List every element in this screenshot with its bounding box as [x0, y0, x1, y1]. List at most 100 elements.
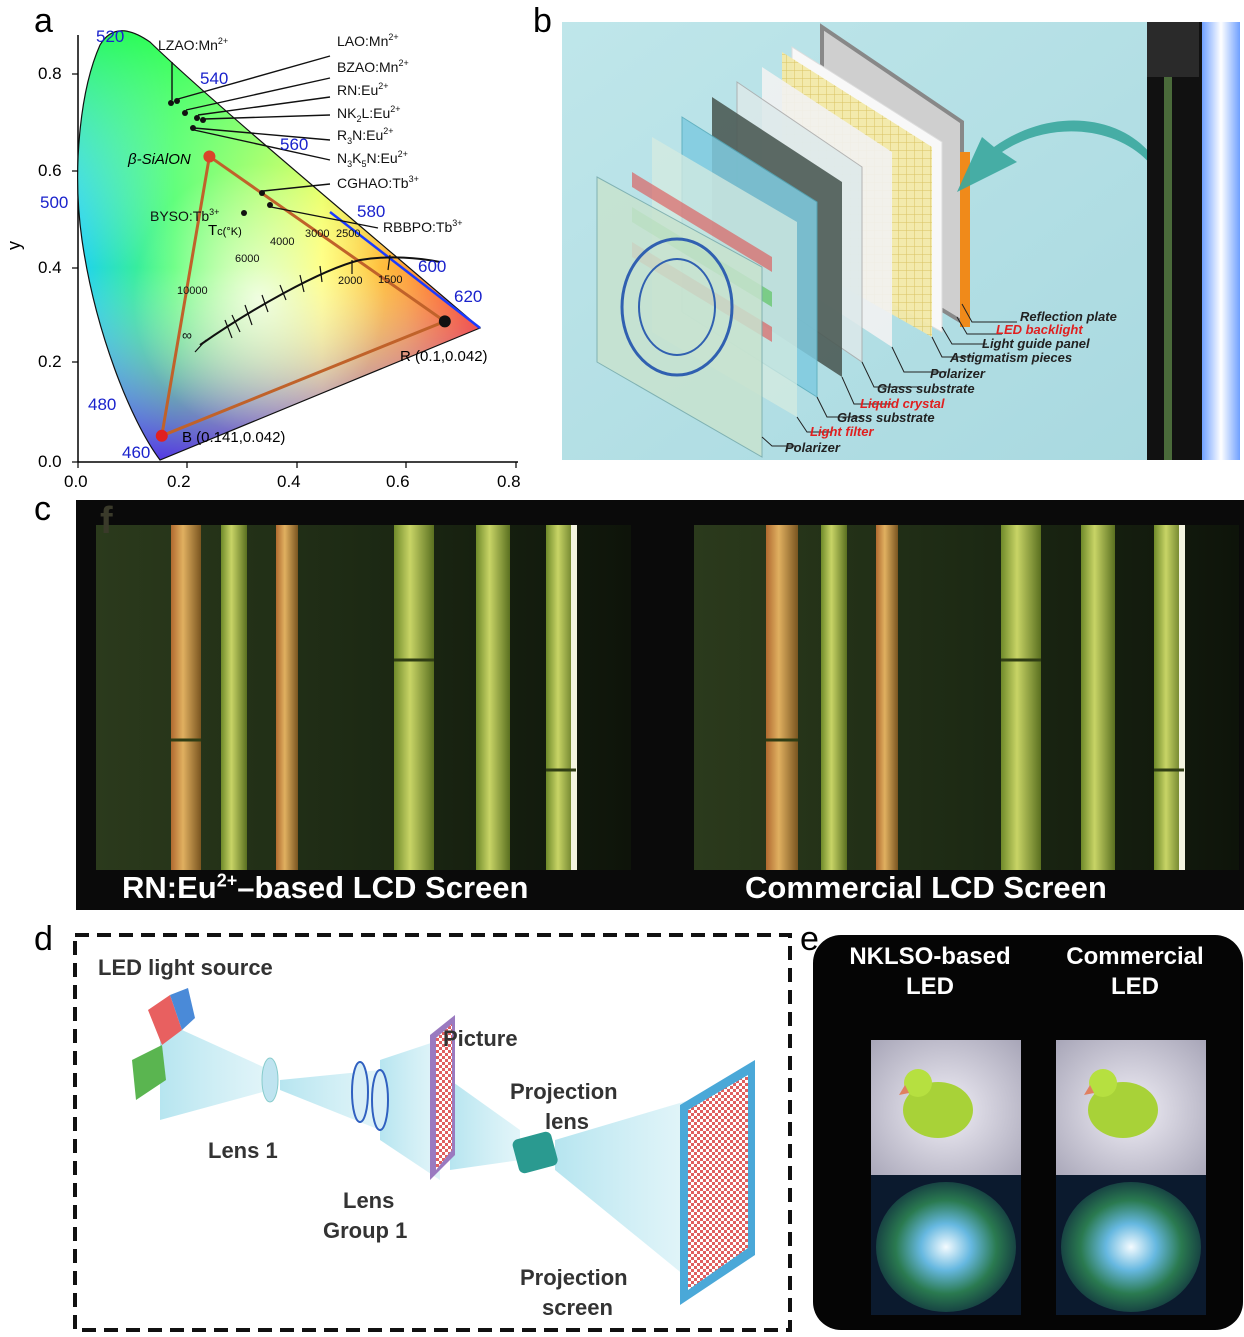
label-glass-substrate-back: Glass substrate — [877, 381, 975, 396]
label-rbbpo: RBBPO:Tb3+ — [383, 218, 463, 235]
bird-photo-left — [871, 1040, 1021, 1180]
layer-labels: Reflection plate LED backlight Light gui… — [785, 309, 1117, 455]
polarizer-front — [596, 176, 763, 458]
cct-4000: 4000 — [270, 236, 294, 248]
cie-chart: 10000 6000 4000 3000 2500 2000 1500 ∞ Tc… — [4, 27, 521, 491]
projection-lens — [512, 1131, 558, 1174]
cct-2500: 2500 — [336, 228, 360, 240]
x-tick-2: 0.4 — [277, 472, 301, 491]
cct-ticks — [194, 254, 391, 353]
cct-3000: 3000 — [305, 228, 329, 240]
label-blue-point: B (0.141,0.042) — [182, 429, 285, 446]
label-projection-screen-2: screen — [542, 1295, 613, 1320]
label-light-filter: Light filter — [810, 424, 874, 439]
e-right-label: Commercial LED — [1066, 943, 1204, 1000]
left-screen-caption: RN:Eu2+–based LCD Screen — [122, 870, 529, 905]
corner-mark: f — [100, 500, 113, 542]
label-glass-substrate-front: Glass substrate — [837, 410, 935, 425]
cct-10000: 10000 — [177, 285, 208, 297]
wavelength-labels: 460 480 500 520 540 560 580 600 620 — [40, 27, 482, 462]
curved-arrow-icon — [957, 120, 1167, 197]
cct-1500: 1500 — [378, 274, 402, 286]
label-reflection-plate: Reflection plate — [1020, 309, 1117, 324]
label-astigmatism: Astigmatism pieces — [949, 350, 1072, 365]
cct-infinity: ∞ — [182, 327, 192, 343]
label-lzao: LZAO:Mn2+ — [158, 36, 228, 53]
label-nk2l: NK2L:Eu2+ — [337, 104, 401, 124]
wl-500: 500 — [40, 193, 68, 212]
panel-letter-b: b — [533, 2, 552, 40]
label-n3k5: N3K5N:Eu2+ — [337, 149, 408, 169]
led-strip-unlit — [1164, 77, 1172, 460]
axis-ticks — [72, 73, 517, 468]
projection-schematic: LED light source Lens 1 Lens Group 1 Pic… — [73, 933, 792, 1332]
label-r3n: R3N:Eu2+ — [337, 126, 394, 146]
earth-photo-right — [1056, 1175, 1206, 1315]
beam-1 — [160, 1020, 270, 1120]
layer-leader-lines — [761, 303, 1017, 447]
wl-540: 540 — [200, 69, 228, 88]
phosphor-labels: LZAO:Mn2+ LAO:Mn2+ BZAO:Mn2+ RN:Eu2+ NK2… — [150, 32, 463, 235]
label-picture: Picture — [443, 1026, 518, 1051]
projection-screen — [688, 1075, 748, 1290]
label-lao: LAO:Mn2+ — [337, 32, 399, 49]
y-tick-2: 0.4 — [38, 258, 62, 277]
panel-letter-d: d — [34, 920, 53, 958]
led-strip-lit — [1202, 22, 1240, 460]
cct-6000: 6000 — [235, 253, 259, 265]
label-cghao: CGHAO:Tb3+ — [337, 174, 419, 191]
beam-5 — [555, 1100, 690, 1280]
planckian-locus — [199, 256, 441, 346]
earth-photo-left — [871, 1175, 1021, 1315]
x-tick-4: 0.8 — [497, 472, 521, 491]
label-lens-group-2: Group 1 — [323, 1218, 407, 1243]
point-red — [438, 315, 451, 328]
label-light-guide-panel: Light guide panel — [982, 336, 1090, 351]
phosphor-arrows — [171, 55, 379, 229]
label-projection-screen-1: Projection — [520, 1265, 628, 1290]
led-red — [148, 995, 182, 1045]
left-lcd-photo — [96, 525, 631, 870]
label-projection-lens-2: lens — [545, 1109, 589, 1134]
right-lcd-photo — [694, 525, 1239, 870]
bamboo-photo-comparison — [76, 500, 1244, 910]
y-tick-labels: 0.0 0.2 0.4 0.6 0.8 — [38, 64, 62, 471]
label-liquid-crystal: Liquid crystal — [860, 396, 945, 411]
label-polarizer-front: Polarizer — [785, 440, 841, 455]
x-tick-1: 0.2 — [167, 472, 191, 491]
label-red-point: R (0.1,0.042) — [400, 348, 488, 365]
lens-group-a — [351, 1061, 369, 1123]
e-left-label: NKLSO-based LED — [849, 943, 1011, 1000]
panel-letter-a: a — [34, 2, 53, 40]
cct-2000: 2000 — [338, 275, 362, 287]
led-blue — [170, 988, 195, 1030]
label-rn: RN:Eu2+ — [337, 81, 389, 98]
point-beta-sialon — [203, 150, 216, 163]
lens-group-b — [371, 1069, 389, 1131]
y-tick-1: 0.2 — [38, 352, 62, 371]
cie-outline — [77, 30, 482, 461]
projection-photos — [871, 1040, 1206, 1315]
y-tick-3: 0.6 — [38, 161, 62, 180]
picture — [436, 1024, 452, 1170]
dashed-frame — [73, 933, 792, 1332]
x-tick-3: 0.6 — [386, 472, 410, 491]
lens-1 — [261, 1057, 279, 1103]
label-polarizer-back: Polarizer — [930, 366, 986, 381]
panel-letter-c: c — [34, 490, 51, 528]
x-tick-0: 0.0 — [64, 472, 88, 491]
y-tick-0: 0.0 — [38, 452, 62, 471]
wl-480: 480 — [88, 395, 116, 414]
y-tick-4: 0.8 — [38, 64, 62, 83]
tc-label: Tc(°K) — [208, 222, 242, 239]
wl-580: 580 — [357, 202, 385, 221]
label-byso: BYSO:Tb3+ — [150, 207, 219, 224]
label-beta-sialon: β-SiAlON — [127, 151, 191, 168]
label-projection-lens-1: Projection — [510, 1079, 618, 1104]
led-backlight-bar — [960, 152, 970, 327]
wl-560: 560 — [280, 135, 308, 154]
beam-3 — [380, 1040, 440, 1180]
wl-520: 520 — [96, 27, 124, 46]
beam-4 — [450, 1080, 520, 1170]
label-bzao: BZAO:Mn2+ — [337, 58, 409, 75]
